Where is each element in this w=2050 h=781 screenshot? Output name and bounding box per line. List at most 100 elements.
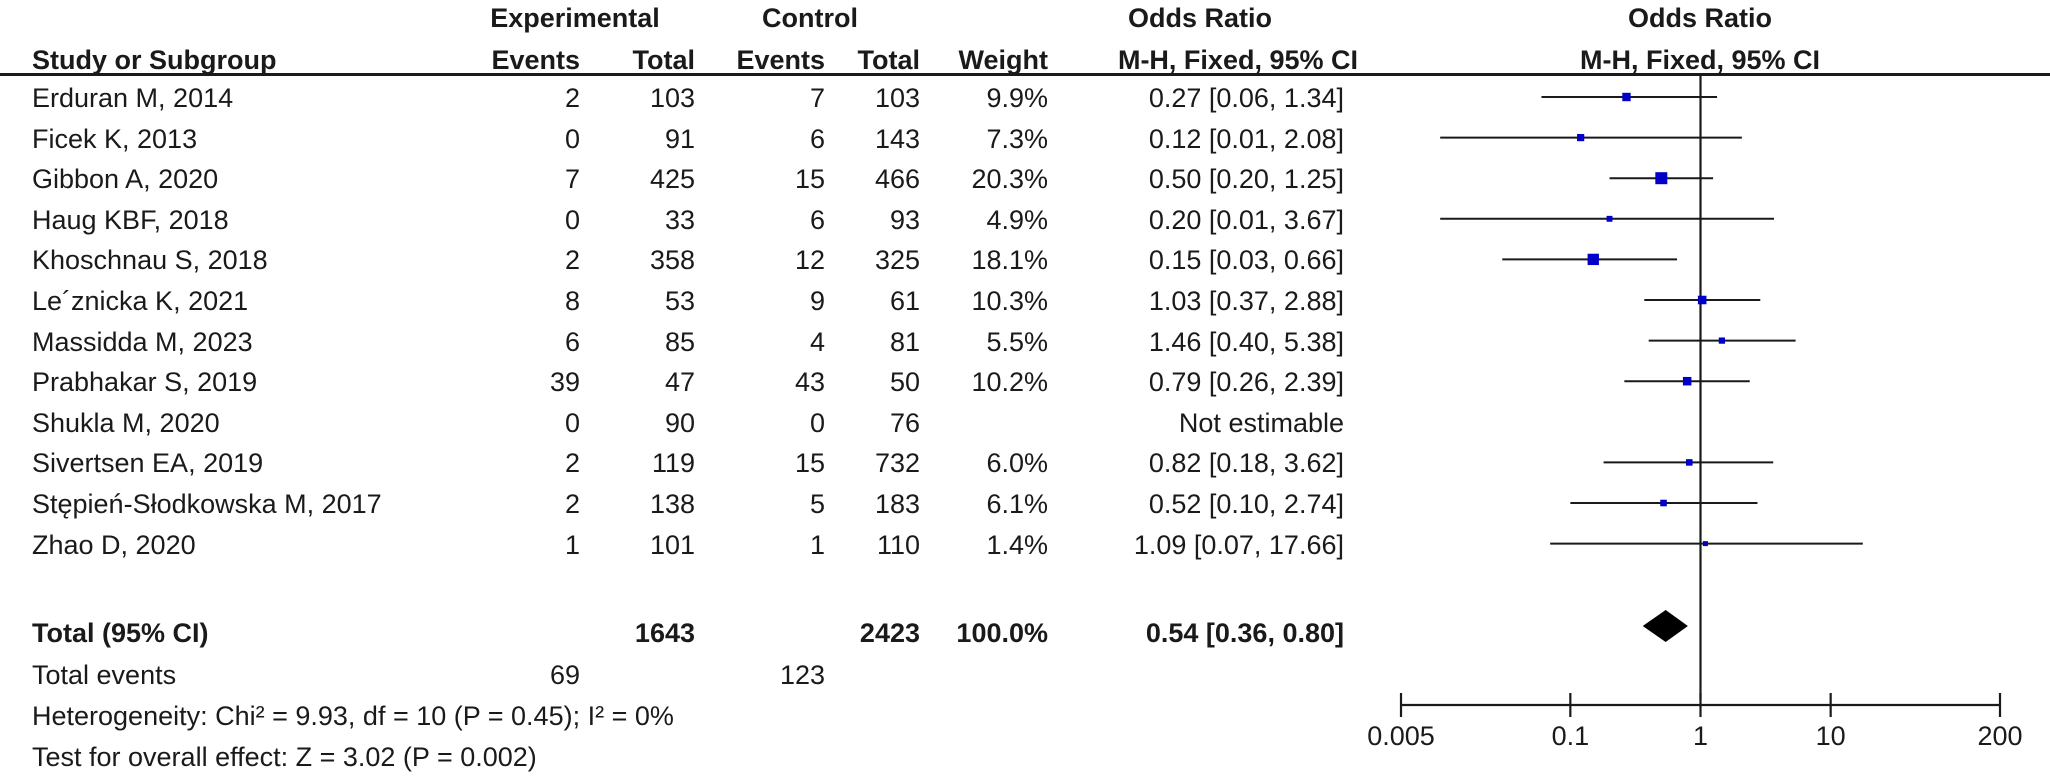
study-ctl-events: 1 xyxy=(809,529,825,560)
study-marker xyxy=(1718,337,1726,344)
study-ctl-total: 325 xyxy=(874,245,920,276)
study-study-name: Erduran M, 2014 xyxy=(32,83,234,113)
study-study-name: Zhao D, 2020 xyxy=(32,529,196,560)
total-exp-total: 1643 xyxy=(634,618,695,648)
study-study-name: Shukla M, 2020 xyxy=(32,407,220,438)
study-ctl-events: 0 xyxy=(809,407,825,438)
x-tick-label: 0.1 xyxy=(1552,721,1590,751)
study-marker xyxy=(1587,253,1599,266)
study-study-name: Haug KBF, 2018 xyxy=(32,204,229,235)
study-ctl-total: 93 xyxy=(889,204,920,235)
total-label: Total (95% CI) xyxy=(32,618,209,648)
study-exp-events: 0 xyxy=(564,407,580,438)
study-marker xyxy=(1686,459,1693,466)
study-ci-text: Not estimable xyxy=(1178,407,1344,438)
study-weight: 4.9% xyxy=(986,204,1048,235)
study-exp-total: 425 xyxy=(649,164,695,195)
heterogeneity-text: Heterogeneity: Chi² = 9.93, df = 10 (P =… xyxy=(32,701,674,731)
x-tick-label: 10 xyxy=(1816,721,1846,751)
study-ci-text: 1.03 [0.37, 2.88] xyxy=(1148,286,1344,316)
study-ctl-total: 61 xyxy=(889,286,920,316)
study-weight: 10.2% xyxy=(971,367,1048,398)
study-ci-text: 0.12 [0.01, 2.08] xyxy=(1148,123,1344,154)
header-weight: Weight xyxy=(958,45,1049,75)
study-study-name: Massidda M, 2023 xyxy=(32,326,253,357)
study-exp-events: 2 xyxy=(564,448,580,479)
study-exp-total: 103 xyxy=(649,83,695,113)
x-tick-label: 200 xyxy=(1977,721,2022,751)
study-exp-events: 39 xyxy=(549,367,580,398)
study-exp-events: 7 xyxy=(564,164,580,195)
study-ci-text: 0.82 [0.18, 3.62] xyxy=(1148,448,1344,479)
study-exp-total: 53 xyxy=(664,286,695,316)
study-ctl-events: 4 xyxy=(809,326,825,357)
study-ctl-total: 110 xyxy=(876,529,920,560)
study-ctl-events: 7 xyxy=(809,83,825,113)
total-events-ctl: 123 xyxy=(779,660,825,690)
study-exp-events: 8 xyxy=(564,286,580,316)
study-study-name: Prabhakar S, 2019 xyxy=(32,367,258,398)
study-exp-total: 119 xyxy=(651,448,695,479)
x-tick-label: 1 xyxy=(1693,721,1708,751)
study-ctl-events: 43 xyxy=(794,367,825,398)
study-ctl-events: 9 xyxy=(809,286,825,316)
header-exp-events: Events xyxy=(491,45,580,75)
study-marker xyxy=(1606,215,1613,222)
study-ci-text: 0.20 [0.01, 3.67] xyxy=(1148,204,1344,235)
study-ctl-events: 15 xyxy=(794,164,825,195)
study-exp-events: 0 xyxy=(564,123,580,154)
study-ctl-total: 50 xyxy=(889,367,920,398)
study-exp-events: 2 xyxy=(564,245,580,276)
study-weight: 6.0% xyxy=(986,448,1048,479)
study-marker xyxy=(1622,92,1631,102)
study-marker xyxy=(1577,134,1585,142)
header-study: Study or Subgroup xyxy=(32,45,277,75)
study-weight: 5.5% xyxy=(986,326,1048,357)
study-weight: 20.3% xyxy=(971,164,1048,195)
study-exp-total: 358 xyxy=(649,245,695,276)
study-ctl-total: 103 xyxy=(874,83,920,113)
header-control: Control xyxy=(762,3,858,33)
study-weight: 9.9% xyxy=(986,83,1048,113)
header-method-right: M-H, Fixed, 95% CI xyxy=(1579,45,1821,75)
study-ctl-total: 76 xyxy=(889,407,920,438)
study-exp-total: 85 xyxy=(664,326,695,357)
study-exp-total: 47 xyxy=(664,367,695,398)
study-study-name: Sivertsen EA, 2019 xyxy=(32,448,264,479)
header-experimental: Experimental xyxy=(490,3,660,33)
study-weight: 7.3% xyxy=(986,123,1048,154)
study-marker xyxy=(1660,499,1667,507)
header-odds-ratio-left: Odds Ratio xyxy=(1127,3,1272,33)
header-ctl-events: Events xyxy=(736,45,825,75)
header-odds-ratio-right: Odds Ratio xyxy=(1627,3,1772,33)
study-marker xyxy=(1697,295,1707,305)
study-study-name: Ficek K, 2013 xyxy=(32,123,198,154)
study-ctl-total: 466 xyxy=(874,164,920,195)
study-ctl-total: 183 xyxy=(874,489,920,519)
study-exp-total: 91 xyxy=(664,123,695,154)
summary-diamond xyxy=(1642,610,1688,642)
study-ctl-total: 143 xyxy=(874,123,920,154)
study-exp-events: 2 xyxy=(564,83,580,113)
study-ci-text: 0.27 [0.06, 1.34] xyxy=(1148,83,1344,113)
study-ctl-events: 12 xyxy=(794,245,825,276)
study-marker xyxy=(1682,376,1692,386)
study-exp-events: 0 xyxy=(564,204,580,235)
x-tick-label: 0.005 xyxy=(1367,721,1435,751)
study-weight: 10.3% xyxy=(971,286,1048,316)
total-ci-text: 0.54 [0.36, 0.80] xyxy=(1145,618,1344,648)
study-study-name: Stępień-Słodkowska M, 2017 xyxy=(32,489,382,519)
study-ci-text: 0.50 [0.20, 1.25] xyxy=(1148,164,1344,195)
study-study-name: Gibbon A, 2020 xyxy=(32,164,219,195)
study-exp-total: 33 xyxy=(664,204,695,235)
study-ctl-events: 5 xyxy=(809,489,825,519)
study-ctl-events: 6 xyxy=(809,204,825,235)
study-exp-total: 101 xyxy=(649,529,695,560)
study-exp-events: 2 xyxy=(564,489,580,519)
total-weight: 100.0% xyxy=(956,618,1048,648)
study-marker xyxy=(1702,541,1708,547)
header-exp-total: Total xyxy=(632,45,696,75)
study-ctl-total: 81 xyxy=(889,326,920,357)
study-weight: 18.1% xyxy=(971,245,1048,276)
